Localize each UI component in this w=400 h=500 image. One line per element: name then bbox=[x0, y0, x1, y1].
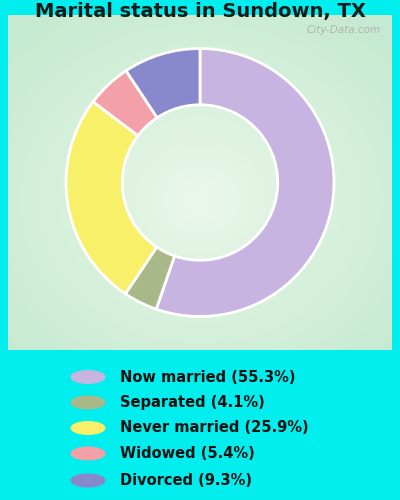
Text: Separated (4.1%): Separated (4.1%) bbox=[120, 395, 265, 410]
Circle shape bbox=[71, 422, 105, 434]
Wedge shape bbox=[125, 247, 174, 309]
Wedge shape bbox=[66, 102, 157, 294]
Wedge shape bbox=[126, 48, 200, 117]
Circle shape bbox=[71, 396, 105, 409]
Circle shape bbox=[71, 474, 105, 487]
Wedge shape bbox=[156, 48, 334, 316]
Text: Marital status in Sundown, TX: Marital status in Sundown, TX bbox=[34, 2, 366, 20]
Text: Never married (25.9%): Never married (25.9%) bbox=[120, 420, 309, 436]
Wedge shape bbox=[93, 70, 157, 136]
Text: Widowed (5.4%): Widowed (5.4%) bbox=[120, 446, 255, 461]
Circle shape bbox=[71, 447, 105, 460]
Text: City-Data.com: City-Data.com bbox=[306, 25, 380, 35]
Circle shape bbox=[71, 370, 105, 384]
Text: Divorced (9.3%): Divorced (9.3%) bbox=[120, 473, 252, 488]
Text: Now married (55.3%): Now married (55.3%) bbox=[120, 370, 296, 384]
